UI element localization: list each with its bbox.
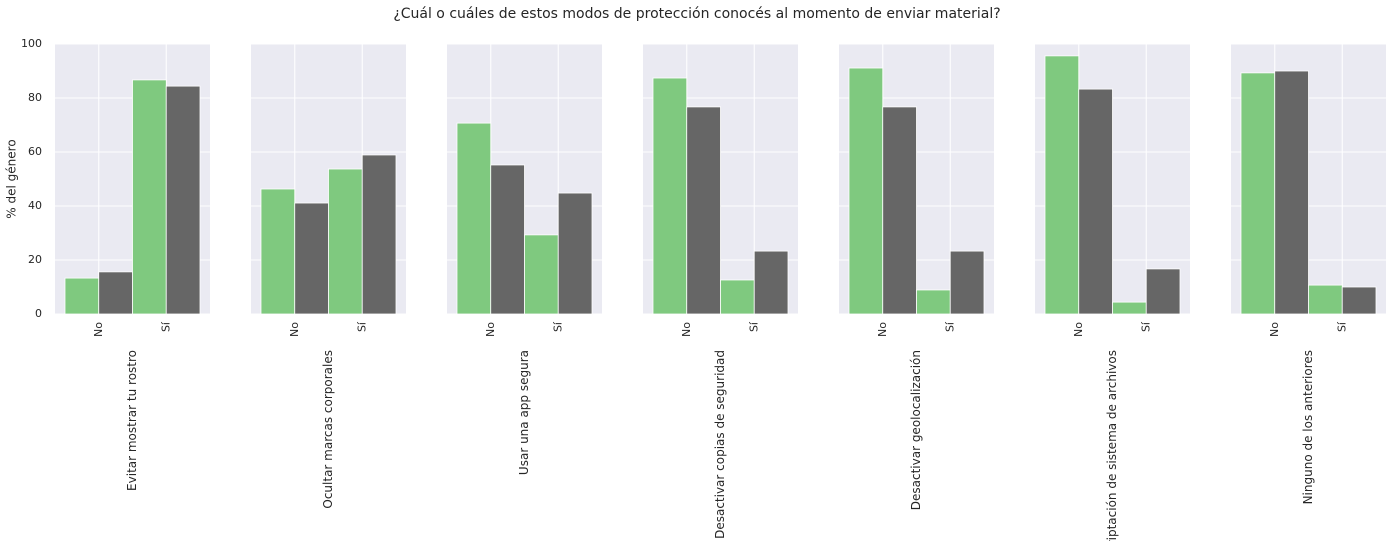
- bar: [456, 122, 492, 315]
- x-tick-label: No: [1268, 322, 1281, 337]
- bar: [132, 79, 167, 315]
- x-tick-label: Sí: [747, 321, 760, 332]
- bar: [328, 168, 363, 315]
- x-tick-label: No: [484, 322, 497, 337]
- bar: [64, 277, 100, 315]
- bar: [1145, 268, 1181, 315]
- bar: [720, 279, 755, 315]
- bar: [98, 271, 133, 315]
- bar: [1308, 284, 1343, 315]
- bar: [1240, 72, 1276, 315]
- y-tick-label: 80: [28, 91, 42, 104]
- bar: [260, 188, 296, 315]
- y-tick-label: 60: [28, 145, 42, 158]
- y-axis-label: % del género: [5, 139, 19, 218]
- bar: [916, 289, 951, 315]
- bar: [1274, 70, 1309, 315]
- bar: [848, 67, 884, 315]
- y-tick-label: 100: [21, 37, 42, 50]
- bar: [1112, 301, 1147, 315]
- bar: [361, 154, 397, 315]
- bar: [882, 106, 917, 315]
- x-tick-label: No: [1072, 322, 1085, 337]
- x-axis-label: Evitar mostrar tu rostro: [125, 350, 139, 491]
- x-tick-label: No: [680, 322, 693, 337]
- x-axis-label: Ninguno de los anteriores: [1301, 350, 1315, 504]
- y-tick-label: 0: [35, 307, 42, 320]
- bar: [524, 234, 559, 315]
- bar: [165, 85, 201, 315]
- x-tick-label: Sí: [943, 321, 956, 332]
- x-tick-label: Sí: [551, 321, 564, 332]
- bar: [557, 192, 593, 315]
- x-tick-label: No: [288, 322, 301, 337]
- x-axis-label: Desactivar copias de seguridad: [713, 350, 727, 539]
- x-tick-label: Sí: [355, 321, 368, 332]
- x-axis-label: Usar una app segura: [517, 350, 531, 475]
- bar: [753, 250, 789, 315]
- bar: [1341, 286, 1377, 315]
- x-tick-label: Sí: [159, 321, 172, 332]
- y-tick-label: 20: [28, 253, 42, 266]
- bar: [949, 250, 985, 315]
- x-axis-label: Encriptación de sistema de archivos: [1105, 350, 1119, 541]
- x-tick-label: Sí: [1335, 321, 1348, 332]
- x-tick-label: Sí: [1139, 321, 1152, 332]
- bar: [1078, 88, 1113, 315]
- chart-title: ¿Cuál o cuáles de estos modos de protecc…: [393, 6, 1000, 22]
- bar: [652, 77, 688, 315]
- x-tick-label: No: [876, 322, 889, 337]
- bar: [294, 202, 329, 315]
- bar: [490, 164, 525, 315]
- bar: [686, 106, 721, 315]
- x-axis-label: Desactivar geolocalización: [909, 350, 923, 510]
- y-tick-label: 40: [28, 199, 42, 212]
- bar: [1044, 55, 1080, 315]
- x-tick-label: No: [92, 322, 105, 337]
- x-axis-label: Ocultar marcas corporales: [321, 350, 335, 509]
